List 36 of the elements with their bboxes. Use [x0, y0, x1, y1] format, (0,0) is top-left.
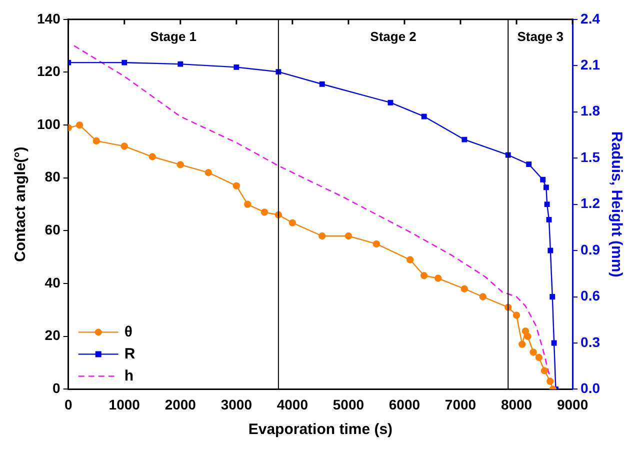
y-tick-label: 80 [44, 168, 61, 185]
y-tick-label: 0 [52, 380, 61, 396]
annotation: Stage 3 [517, 28, 564, 44]
x-axis-title: Evaporation time (s) [248, 421, 393, 438]
y2-tick-label: 0.3 [580, 334, 600, 350]
legend-label: R [124, 345, 136, 362]
x-tick-label: 9000 [556, 396, 588, 412]
y-tick-label: 20 [44, 327, 61, 344]
annotation: Stage 1 [150, 28, 197, 44]
y-axis-title: Contact angle(°) [12, 146, 30, 262]
x-tick-label: 0 [64, 396, 72, 412]
x-tick-label: 3000 [220, 396, 252, 412]
y-tick-label: 100 [37, 116, 61, 132]
y2-tick-label: 2.1 [580, 56, 600, 72]
y2-tick-label: 1.2 [580, 195, 600, 212]
y-tick-label: 140 [37, 10, 61, 26]
y2-tick-label: 0.6 [580, 288, 600, 304]
y-tick-label: 40 [44, 274, 61, 290]
x-tick-label: 5000 [332, 396, 364, 412]
y-tick-label: 120 [37, 63, 61, 80]
y2-tick-label: 1.5 [580, 148, 600, 165]
x-tick-label: 1000 [108, 396, 140, 412]
y2-tick-label: 0.9 [580, 241, 600, 258]
y2-axis-title: Raduis, Height (mm) [608, 131, 625, 278]
x-tick-label: 8000 [500, 396, 532, 412]
x-tick-label: 7000 [444, 396, 476, 412]
legend-label: θ [124, 323, 132, 340]
y2-tick-label: 2.4 [580, 10, 600, 26]
x-tick-label: 6000 [388, 396, 420, 412]
y2-tick-label: 0.0 [580, 380, 600, 396]
annotation: Stage 2 [370, 28, 416, 44]
x-tick-label: 2000 [164, 396, 196, 412]
legend-label: h [124, 367, 134, 384]
y-tick-label: 60 [44, 222, 61, 238]
y2-tick-label: 1.8 [580, 102, 600, 119]
x-tick-label: 4000 [276, 396, 308, 412]
